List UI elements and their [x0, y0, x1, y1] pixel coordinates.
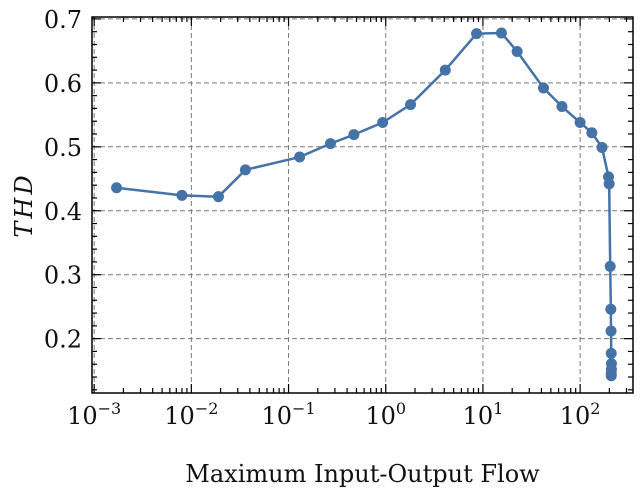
data-point: [176, 189, 188, 201]
x-tick-label: 100: [365, 399, 406, 430]
data-point: [348, 129, 360, 141]
x-tick-label: 10−3: [67, 399, 121, 430]
data-point: [111, 182, 123, 194]
data-point: [212, 191, 224, 203]
data-point: [574, 117, 586, 129]
data-series: [111, 27, 617, 382]
y-tick-label: 0.4: [44, 198, 82, 226]
data-point: [495, 27, 507, 39]
x-tick-label: 10−2: [164, 399, 218, 430]
grid-lines: [92, 17, 633, 393]
data-point: [605, 347, 617, 359]
data-point: [324, 138, 336, 150]
x-tick-label: 101: [463, 399, 504, 430]
data-point: [605, 325, 617, 337]
data-point: [596, 141, 608, 153]
data-point: [377, 117, 389, 129]
data-point: [405, 99, 417, 111]
data-point: [439, 64, 451, 76]
data-point: [604, 260, 616, 272]
series-line: [116, 31, 613, 376]
y-tick-label: 0.3: [44, 262, 82, 290]
plot-frame: [91, 16, 634, 394]
data-point: [605, 303, 617, 315]
x-tick-label: 10−1: [261, 399, 315, 430]
y-axis-title: THD: [10, 172, 38, 237]
y-tick-label: 0.5: [44, 134, 82, 162]
y-tick-label: 0.2: [44, 326, 82, 354]
y-tick-label: 0.7: [44, 6, 82, 34]
data-point: [586, 127, 598, 139]
data-point: [511, 46, 523, 58]
x-tick-label: 102: [560, 399, 601, 430]
y-tick-label: 0.6: [44, 70, 82, 98]
x-axis-title: Maximum Input-Output Flow: [185, 460, 540, 488]
data-point: [294, 151, 306, 163]
axis-ticks: [92, 17, 633, 393]
tick-labels: 10−3 10−2 10−1 100 101 102 0.2 0.3 0.4 0.5 0.6 0.7: [44, 6, 601, 430]
data-point: [556, 101, 568, 113]
data-point: [538, 82, 550, 94]
data-point: [605, 370, 617, 382]
data-point: [471, 28, 483, 40]
data-point: [239, 164, 251, 176]
data-point: [603, 178, 615, 190]
